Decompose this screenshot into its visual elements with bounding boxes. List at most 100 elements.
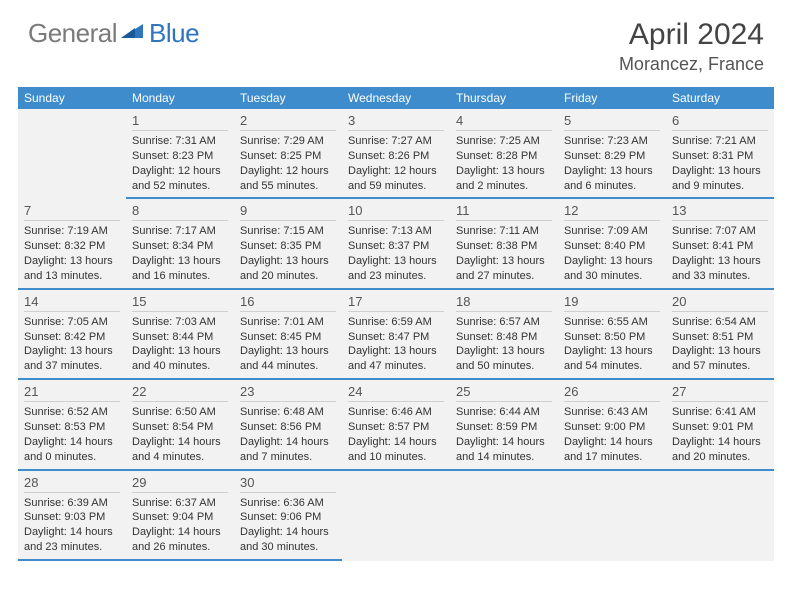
sunrise-line: Sunrise: 7:05 AM	[24, 315, 120, 330]
daylight-line-1: Daylight: 14 hours	[672, 435, 768, 450]
day-number: 14	[24, 290, 120, 312]
daylight-line-2: and 30 minutes.	[240, 540, 336, 555]
sunrise-line: Sunrise: 6:37 AM	[132, 496, 228, 511]
sunrise-line: Sunrise: 7:11 AM	[456, 224, 552, 239]
day-cell: 27Sunrise: 6:41 AMSunset: 9:01 PMDayligh…	[666, 380, 774, 470]
daylight-line-2: and 50 minutes.	[456, 359, 552, 374]
daylight-line-2: and 30 minutes.	[564, 269, 660, 284]
weekday-header-row: Sunday Monday Tuesday Wednesday Thursday…	[18, 87, 774, 109]
daylight-line-1: Daylight: 13 hours	[672, 344, 768, 359]
day-cell: 3Sunrise: 7:27 AMSunset: 8:26 PMDaylight…	[342, 109, 450, 199]
logo-text-general: General	[28, 18, 117, 49]
sunrise-line: Sunrise: 6:41 AM	[672, 405, 768, 420]
sunset-line: Sunset: 9:01 PM	[672, 420, 768, 435]
daylight-line-2: and 26 minutes.	[132, 540, 228, 555]
weekday-monday: Monday	[126, 87, 234, 109]
day-cell-empty	[18, 109, 126, 199]
sunset-line: Sunset: 9:04 PM	[132, 510, 228, 525]
day-cell: 8Sunrise: 7:17 AMSunset: 8:34 PMDaylight…	[126, 199, 234, 289]
sunrise-line: Sunrise: 6:44 AM	[456, 405, 552, 420]
day-cell: 26Sunrise: 6:43 AMSunset: 9:00 PMDayligh…	[558, 380, 666, 470]
daylight-line-1: Daylight: 14 hours	[240, 435, 336, 450]
sunset-line: Sunset: 8:34 PM	[132, 239, 228, 254]
sunrise-line: Sunrise: 7:03 AM	[132, 315, 228, 330]
sunrise-line: Sunrise: 7:25 AM	[456, 134, 552, 149]
day-cell: 29Sunrise: 6:37 AMSunset: 9:04 PMDayligh…	[126, 471, 234, 561]
day-cell: 4Sunrise: 7:25 AMSunset: 8:28 PMDaylight…	[450, 109, 558, 199]
day-cell: 7Sunrise: 7:19 AMSunset: 8:32 PMDaylight…	[18, 199, 126, 289]
sunset-line: Sunset: 8:45 PM	[240, 330, 336, 345]
daylight-line-1: Daylight: 13 hours	[456, 344, 552, 359]
sunset-line: Sunset: 8:26 PM	[348, 149, 444, 164]
sunset-line: Sunset: 8:38 PM	[456, 239, 552, 254]
week-row: 14Sunrise: 7:05 AMSunset: 8:42 PMDayligh…	[18, 290, 774, 380]
daylight-line-1: Daylight: 12 hours	[348, 164, 444, 179]
week-row: 28Sunrise: 6:39 AMSunset: 9:03 PMDayligh…	[18, 471, 774, 561]
day-number: 11	[456, 199, 552, 221]
day-number: 24	[348, 380, 444, 402]
sunset-line: Sunset: 8:47 PM	[348, 330, 444, 345]
day-cell: 14Sunrise: 7:05 AMSunset: 8:42 PMDayligh…	[18, 290, 126, 380]
sunset-line: Sunset: 8:51 PM	[672, 330, 768, 345]
daylight-line-2: and 20 minutes.	[240, 269, 336, 284]
sunrise-line: Sunrise: 7:01 AM	[240, 315, 336, 330]
day-cell: 1Sunrise: 7:31 AMSunset: 8:23 PMDaylight…	[126, 109, 234, 199]
daylight-line-1: Daylight: 14 hours	[132, 525, 228, 540]
sunrise-line: Sunrise: 6:39 AM	[24, 496, 120, 511]
day-cell-empty	[450, 471, 558, 561]
day-number: 16	[240, 290, 336, 312]
day-cell-empty	[666, 471, 774, 561]
sunrise-line: Sunrise: 7:23 AM	[564, 134, 660, 149]
day-number: 5	[564, 109, 660, 131]
daylight-line-1: Daylight: 13 hours	[564, 344, 660, 359]
day-cell: 25Sunrise: 6:44 AMSunset: 8:59 PMDayligh…	[450, 380, 558, 470]
sunset-line: Sunset: 8:25 PM	[240, 149, 336, 164]
sunset-line: Sunset: 8:56 PM	[240, 420, 336, 435]
daylight-line-1: Daylight: 13 hours	[456, 164, 552, 179]
weekday-tuesday: Tuesday	[234, 87, 342, 109]
day-cell: 10Sunrise: 7:13 AMSunset: 8:37 PMDayligh…	[342, 199, 450, 289]
daylight-line-2: and 16 minutes.	[132, 269, 228, 284]
day-number: 1	[132, 109, 228, 131]
daylight-line-2: and 55 minutes.	[240, 179, 336, 194]
sunrise-line: Sunrise: 6:59 AM	[348, 315, 444, 330]
daylight-line-2: and 4 minutes.	[132, 450, 228, 465]
daylight-line-1: Daylight: 13 hours	[672, 254, 768, 269]
daylight-line-2: and 37 minutes.	[24, 359, 120, 374]
sunset-line: Sunset: 8:54 PM	[132, 420, 228, 435]
day-cell: 19Sunrise: 6:55 AMSunset: 8:50 PMDayligh…	[558, 290, 666, 380]
daylight-line-1: Daylight: 13 hours	[672, 164, 768, 179]
sunset-line: Sunset: 8:53 PM	[24, 420, 120, 435]
sunrise-line: Sunrise: 7:21 AM	[672, 134, 768, 149]
daylight-line-2: and 2 minutes.	[456, 179, 552, 194]
daylight-line-2: and 17 minutes.	[564, 450, 660, 465]
daylight-line-1: Daylight: 14 hours	[348, 435, 444, 450]
day-cell: 20Sunrise: 6:54 AMSunset: 8:51 PMDayligh…	[666, 290, 774, 380]
sunset-line: Sunset: 8:31 PM	[672, 149, 768, 164]
sunset-line: Sunset: 8:44 PM	[132, 330, 228, 345]
day-number: 13	[672, 199, 768, 221]
sunset-line: Sunset: 8:29 PM	[564, 149, 660, 164]
weekday-friday: Friday	[558, 87, 666, 109]
sunset-line: Sunset: 8:37 PM	[348, 239, 444, 254]
logo-triangle-icon	[121, 20, 143, 38]
sunrise-line: Sunrise: 6:43 AM	[564, 405, 660, 420]
daylight-line-1: Daylight: 14 hours	[24, 435, 120, 450]
sunrise-line: Sunrise: 7:27 AM	[348, 134, 444, 149]
header: General Blue April 2024 Morancez, France	[0, 0, 792, 81]
daylight-line-2: and 52 minutes.	[132, 179, 228, 194]
sunrise-line: Sunrise: 6:57 AM	[456, 315, 552, 330]
day-number: 4	[456, 109, 552, 131]
daylight-line-1: Daylight: 14 hours	[564, 435, 660, 450]
day-cell: 22Sunrise: 6:50 AMSunset: 8:54 PMDayligh…	[126, 380, 234, 470]
daylight-line-1: Daylight: 13 hours	[240, 254, 336, 269]
daylight-line-1: Daylight: 14 hours	[132, 435, 228, 450]
location: Morancez, France	[619, 54, 764, 75]
daylight-line-1: Daylight: 13 hours	[456, 254, 552, 269]
daylight-line-1: Daylight: 13 hours	[348, 254, 444, 269]
day-cell: 15Sunrise: 7:03 AMSunset: 8:44 PMDayligh…	[126, 290, 234, 380]
weekday-thursday: Thursday	[450, 87, 558, 109]
day-cell: 30Sunrise: 6:36 AMSunset: 9:06 PMDayligh…	[234, 471, 342, 561]
day-number: 8	[132, 199, 228, 221]
daylight-line-2: and 23 minutes.	[24, 540, 120, 555]
